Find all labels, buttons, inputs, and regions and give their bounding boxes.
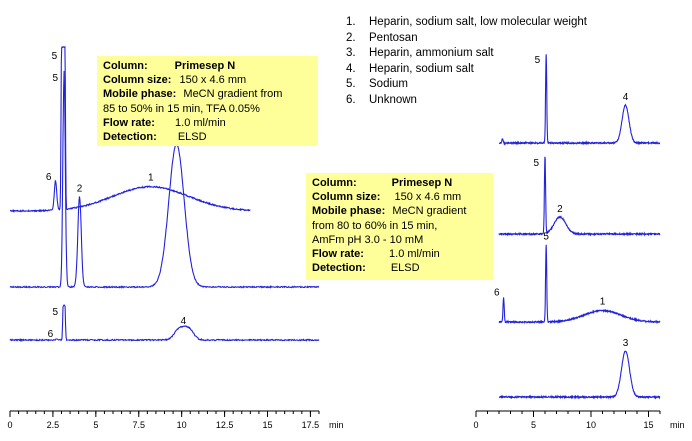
x-tick-label: 15 <box>643 420 653 430</box>
detection-label: Detection: <box>312 262 366 275</box>
peak-label: 2 <box>77 183 83 194</box>
mobile-value-line-2: from 80 to 60% in 15 min, <box>312 219 438 232</box>
chromatogram-trace <box>9 70 320 289</box>
legend-item: 6. Unknown <box>346 93 417 106</box>
peak-label: 5 <box>533 158 539 169</box>
column-label: Column: <box>312 177 357 189</box>
column-value: Primesep N <box>174 60 236 72</box>
chromatogram-trace <box>499 54 660 146</box>
legend-item: 3. Heparin, ammonium salt <box>346 47 494 60</box>
x-tick-label: 10 <box>586 420 596 430</box>
peak-label: 5 <box>52 51 58 62</box>
peak-label: 1 <box>148 173 154 184</box>
size-label: Column size: <box>103 74 172 87</box>
size-label: Column size: <box>312 191 381 204</box>
peak-label: 6 <box>494 287 500 298</box>
peak-label: 6 <box>46 172 52 183</box>
x-tick-label: 10 <box>177 420 187 430</box>
chromatogram-trace <box>9 304 320 342</box>
x-axis-label: min <box>670 420 685 430</box>
legend-item: 5. Sodium <box>346 78 408 91</box>
peak-label: 3 <box>623 338 629 349</box>
peak-label: 6 <box>48 329 54 340</box>
x-tick-label: 17.5 <box>302 420 320 430</box>
mobile-label: Mobile phase: <box>103 88 177 101</box>
detection-value: ELSD <box>390 262 420 275</box>
peak-label: 5 <box>53 73 59 84</box>
x-tick-label: 0 <box>7 420 12 430</box>
peak-label: 5 <box>535 55 541 66</box>
flow-label: Flow rate: <box>312 248 364 261</box>
x-tick-label: 7.5 <box>132 420 145 430</box>
x-tick-label: 5 <box>93 420 98 430</box>
peak-label: 4 <box>181 316 187 327</box>
column-label: Column: <box>103 60 148 72</box>
axes-layer: 0 2.5 5 7.5 10 12.5 15 17.5 min 0 5 10 15 min <box>7 410 685 430</box>
mobile-value-line-3: AmFm pH 3.0 - 10 mM <box>312 233 424 246</box>
x-tick-label: 12.5 <box>216 420 234 430</box>
legend-item: 1. Heparin, sodium salt, low molecular we… <box>346 16 587 28</box>
chromatogram-trace <box>10 45 251 214</box>
x-axis-label: min <box>329 420 344 430</box>
conditions-box-right: Column: Primesep N Column size: 150 x 4.… <box>306 173 493 280</box>
chromatogram-trace <box>498 350 661 400</box>
x-tick-label: 2.5 <box>47 420 60 430</box>
flow-value: 1.0 ml/min <box>175 116 226 129</box>
peak-label: 1 <box>600 297 606 308</box>
detection-value: ELSD <box>177 131 207 144</box>
mobile-value: MeCN gradient from <box>183 88 283 101</box>
peak-label: 5 <box>53 307 59 318</box>
size-value: 150 x 4.6 mm <box>394 191 462 204</box>
traces-layer <box>9 45 661 400</box>
chromatogram-trace <box>498 244 661 325</box>
mobile-value: MeCN gradient <box>392 205 467 218</box>
legend-item: 2. Pentosan <box>346 31 418 44</box>
conditions-box-left: Column: Primesep N Column size: 150 x 4.… <box>97 56 318 146</box>
detection-label: Detection: <box>103 131 157 144</box>
legend-item: 4. Heparin, sodium salt <box>346 62 474 75</box>
column-value: Primesep N <box>391 177 453 189</box>
peak-label: 5 <box>543 232 549 243</box>
size-value: 150 x 4.6 mm <box>179 74 247 87</box>
flow-value: 1.0 ml/min <box>389 248 440 261</box>
mobile-value-line-2: 85 to 50% in 15 min, TFA 0.05% <box>103 102 260 115</box>
x-tick-label: 15 <box>262 420 272 430</box>
flow-label: Flow rate: <box>103 116 155 129</box>
x-tick-label: 0 <box>473 420 478 430</box>
peak-label: 4 <box>623 92 629 103</box>
peak-label: 2 <box>557 204 563 215</box>
peak-legend: 1. Heparin, sodium salt, low molecular we… <box>346 15 587 109</box>
mobile-label: Mobile phase: <box>312 205 386 218</box>
x-tick-label: 5 <box>531 420 536 430</box>
chromatogram-trace <box>498 156 661 237</box>
